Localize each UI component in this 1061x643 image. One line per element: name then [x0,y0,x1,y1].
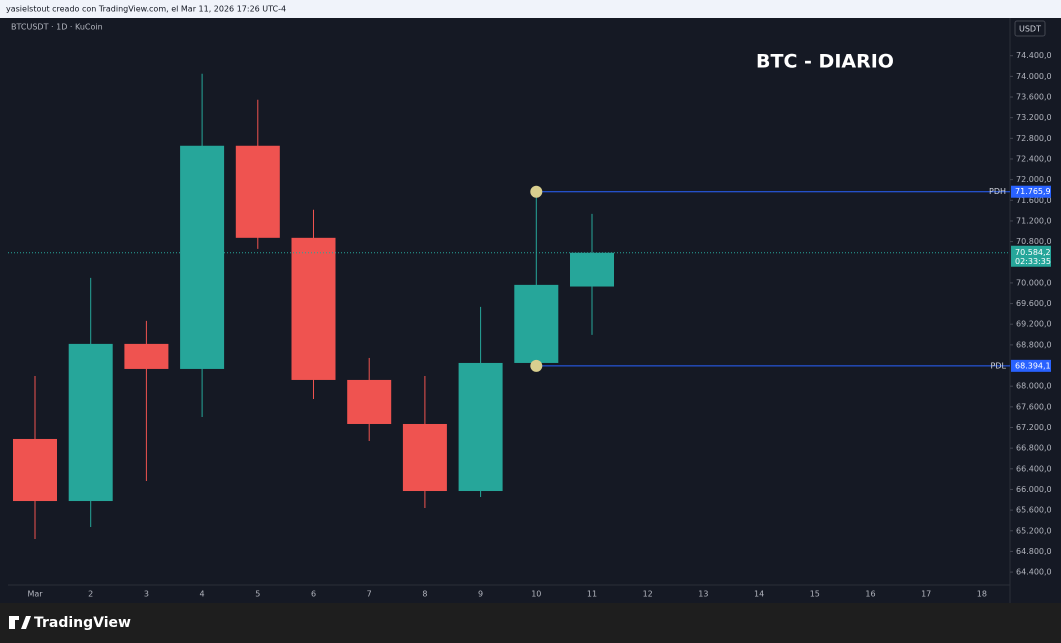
y-tick-label: 73.200,0 [1016,113,1052,122]
y-tick-label: 64.800,0 [1016,547,1052,556]
y-tick-label: 70.000,0 [1016,278,1052,287]
level-anchor [530,185,543,198]
candle-body [291,237,336,380]
y-tick-label: 72.400,0 [1016,154,1052,163]
x-tick-label: 13 [698,590,708,599]
candle-body [570,252,614,287]
footer-brand: TradingView [34,615,131,631]
level-name: PDH [989,187,1006,196]
x-tick-label: 9 [478,590,483,599]
x-tick-label: 5 [255,590,260,599]
y-tick-label: 71.200,0 [1016,216,1052,225]
current-price-box [1011,245,1051,267]
current-price-label: 70.584,2 [1015,248,1051,257]
y-tick-label: 72.800,0 [1016,134,1052,143]
candle-body [13,438,57,502]
x-tick-label: 7 [367,590,372,599]
y-tick-label: 74.400,0 [1016,51,1052,60]
y-tick-label: 69.600,0 [1016,299,1052,308]
y-tick-label: 70.800,0 [1016,237,1052,246]
x-tick-label: 17 [921,590,931,599]
x-tick-label: 12 [643,590,653,599]
level-name: PDL [991,361,1007,370]
candle-body [124,343,169,369]
chart-title: BTC - DIARIO [756,51,894,73]
y-tick-label: 64.400,0 [1016,568,1052,577]
y-tick-label: 72.000,0 [1016,175,1052,184]
y-tick-label: 69.200,0 [1016,320,1052,329]
level-box [1011,185,1051,198]
y-tick-label: 71.600,0 [1016,196,1052,205]
y-tick-label: 74.000,0 [1016,72,1052,81]
symbol-label: BTCUSDT · 1D · KuCoin [11,23,103,32]
x-tick-label: 6 [311,590,316,599]
y-tick-label: 73.600,0 [1016,93,1052,102]
x-tick-label: 16 [865,590,875,599]
countdown-label: 02:33:35 [1015,257,1051,266]
x-tick-label: 4 [200,590,205,599]
x-tick-label: 2 [88,590,93,599]
x-tick-label: 3 [144,590,149,599]
y-tick-label: 66.800,0 [1016,444,1052,453]
y-tick-label: 68.000,0 [1016,382,1052,391]
x-tick-label: 11 [587,590,597,599]
level-label: 71.765,9 [1015,187,1051,196]
candle-body [402,423,447,492]
y-tick-label: 65.200,0 [1016,526,1052,535]
y-tick-label: 66.000,0 [1016,485,1052,494]
candle-body [458,362,503,492]
candle-body [68,343,113,502]
level-anchor [530,359,543,372]
header-bar [0,0,1061,18]
footer-logo [9,616,31,629]
x-tick-label: 10 [531,590,541,599]
level-label: 68.394,1 [1015,361,1051,370]
y-tick-label: 67.200,0 [1016,423,1052,432]
x-tick-label: 18 [977,590,987,599]
candle-body [235,145,280,238]
currency-label: USDT [1019,25,1041,34]
y-tick-label: 67.600,0 [1016,402,1052,411]
currency-box [1014,20,1046,37]
y-tick-label: 65.600,0 [1016,506,1052,515]
candle-body [514,284,559,363]
y-tick-label: 66.400,0 [1016,464,1052,473]
x-tick-label: Mar [27,590,43,599]
x-tick-label: 15 [810,590,820,599]
header-text: yasielstout creado con TradingView.com, … [6,5,286,14]
x-tick-label: 8 [422,590,427,599]
candle-body [347,379,392,424]
x-tick-label: 14 [754,590,764,599]
candle-body [180,145,225,369]
y-tick-label: 68.800,0 [1016,340,1052,349]
level-box [1011,359,1051,372]
